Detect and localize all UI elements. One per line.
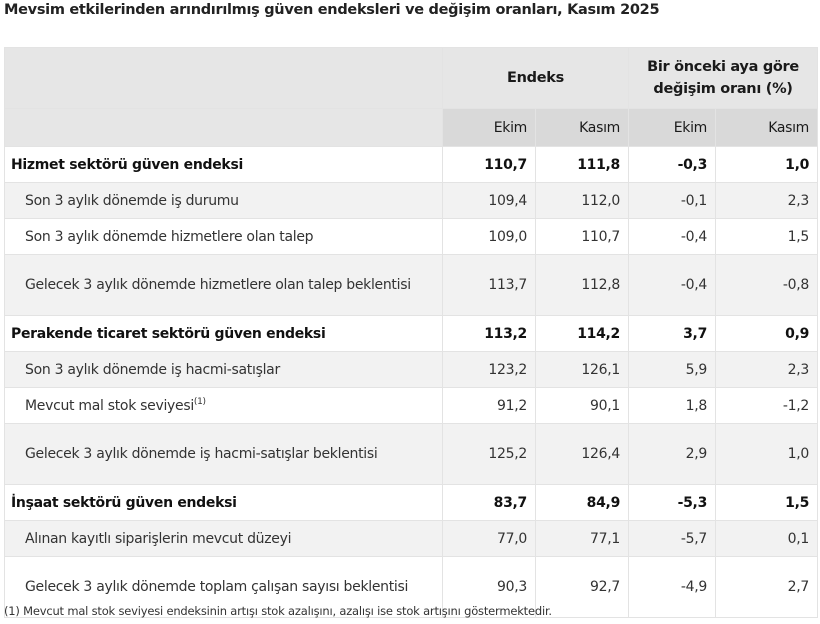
row-label: Son 3 aylık dönemde iş durumu — [4, 182, 443, 219]
cell-endeks-kasim: 112,0 — [534, 182, 630, 219]
table-row: Gelecek 3 aylık dönemde toplam çalışan s… — [4, 556, 819, 618]
footnote-marker: (1) — [193, 396, 206, 407]
cell-endeks-ekim: 110,7 — [442, 146, 536, 183]
row-label: Alınan kayıtlı siparişlerin mevcut düzey… — [4, 520, 443, 557]
cell-endeks-kasim: 110,7 — [534, 218, 630, 255]
cell-endeks-ekim: 83,7 — [442, 484, 536, 521]
cell-endeks-kasim: 114,2 — [534, 315, 630, 352]
cell-endeks-kasim: 77,1 — [534, 520, 630, 557]
subheader-change-ekim: Ekim — [628, 108, 717, 147]
row-label: Gelecek 3 aylık dönemde iş hacmi-satışla… — [4, 423, 443, 485]
subheader-change-kasim: Kasım — [715, 108, 819, 147]
cell-change-ekim: 3,7 — [628, 315, 717, 352]
table-row-section: Hizmet sektörü güven endeksi 110,7 111,8 -0… — [4, 146, 819, 183]
cell-change-ekim: 2,9 — [628, 423, 717, 485]
table-row: Mevcut mal stok seviyesi(1) 91,2 90,1 1,8 -1… — [4, 387, 819, 424]
cell-change-kasim: 1,0 — [715, 146, 819, 183]
cell-change-kasim: 1,0 — [715, 423, 819, 485]
row-label-text: Hizmet sektörü güven endeksi — [11, 156, 243, 173]
cell-change-ekim: 1,8 — [628, 387, 717, 424]
row-label-text: Son 3 aylık dönemde iş durumu — [25, 192, 239, 209]
cell-change-kasim: -0,8 — [715, 254, 819, 316]
cell-endeks-ekim: 77,0 — [442, 520, 536, 557]
cell-change-ekim: -5,3 — [628, 484, 717, 521]
row-label-text: Perakende ticaret sektörü güven endeksi — [11, 325, 326, 342]
cell-endeks-kasim: 92,7 — [534, 556, 630, 618]
header-endeks: Endeks — [441, 47, 630, 109]
cell-change-kasim: 1,5 — [715, 484, 819, 521]
cell-change-ekim: -5,7 — [628, 520, 717, 557]
cell-change-kasim: 2,3 — [715, 351, 819, 388]
row-label-text: Alınan kayıtlı siparişlerin mevcut düzey… — [25, 530, 292, 547]
header-change-line1: Bir önceki aya göre — [647, 59, 799, 75]
cell-endeks-kasim: 84,9 — [534, 484, 630, 521]
table-row: Gelecek 3 aylık dönemde iş hacmi-satışla… — [4, 423, 819, 485]
row-label: Son 3 aylık dönemde hizmetlere olan tale… — [4, 218, 443, 255]
cell-endeks-kasim: 112,8 — [534, 254, 630, 316]
cell-change-kasim: 0,1 — [715, 520, 819, 557]
header-change-rate: Bir önceki aya göre değişim oranı (%) — [628, 47, 819, 109]
row-label-text: Gelecek 3 aylık dönemde hizmetlere olan … — [25, 277, 411, 293]
table-row: Son 3 aylık dönemde iş hacmi-satışlar 123… — [4, 351, 819, 388]
row-label: Mevcut mal stok seviyesi(1) — [4, 387, 443, 424]
row-label-text: Gelecek 3 aylık dönemde toplam çalışan s… — [25, 579, 409, 595]
cell-change-kasim: 2,3 — [715, 182, 819, 219]
cell-change-kasim: 1,5 — [715, 218, 819, 255]
cell-change-ekim: -0,4 — [628, 218, 717, 255]
cell-endeks-kasim: 90,1 — [534, 387, 630, 424]
row-label-text: Gelecek 3 aylık dönemde iş hacmi-satışla… — [25, 446, 378, 462]
table-row: Son 3 aylık dönemde iş durumu 109,4 112,0-… — [4, 182, 819, 219]
row-label: Gelecek 3 aylık dönemde hizmetlere olan … — [4, 254, 443, 316]
subheader-blank — [4, 108, 443, 147]
row-label-text: İnşaat sektörü güven endeksi — [11, 494, 237, 511]
row-label-text: Son 3 aylık dönemde iş hacmi-satışlar — [25, 361, 280, 378]
cell-change-ekim: -0,4 — [628, 254, 717, 316]
row-label-text: Mevcut mal stok seviyesi — [25, 397, 194, 414]
cell-endeks-ekim: 113,7 — [442, 254, 536, 316]
header-change-line2: değişim oranı (%) — [653, 81, 793, 97]
confidence-index-table: Endeks Bir önceki aya göre değişim oranı… — [4, 47, 819, 618]
cell-endeks-kasim: 126,1 — [534, 351, 630, 388]
row-label: Perakende ticaret sektörü güven endeksi — [4, 315, 443, 352]
cell-endeks-ekim: 113,2 — [442, 315, 536, 352]
table-row-section: Perakende ticaret sektörü güven endeksi 1… — [4, 315, 819, 352]
subheader-endeks-ekim: Ekim — [442, 108, 536, 147]
cell-endeks-ekim: 123,2 — [442, 351, 536, 388]
table-row: Gelecek 3 aylık dönemde hizmetlere olan … — [4, 254, 819, 316]
cell-endeks-ekim: 109,4 — [442, 182, 536, 219]
cell-change-ekim: 5,9 — [628, 351, 717, 388]
row-label: Hizmet sektörü güven endeksi — [4, 146, 443, 183]
row-label: İnşaat sektörü güven endeksi — [4, 484, 443, 521]
cell-change-ekim: -4,9 — [628, 556, 717, 618]
subheader-row: Ekim Kasım Ekim Kasım — [4, 108, 819, 147]
table-title: Mevsim etkilerinden arındırılmış güven e… — [4, 2, 660, 18]
cell-change-ekim: -0,3 — [628, 146, 717, 183]
cell-change-kasim: -1,2 — [715, 387, 819, 424]
cell-endeks-kasim: 111,8 — [534, 146, 630, 183]
table-row: Son 3 aylık dönemde hizmetlere olan tale… — [4, 218, 819, 255]
row-label: Gelecek 3 aylık dönemde toplam çalışan s… — [4, 556, 443, 618]
cell-endeks-kasim: 126,4 — [534, 423, 630, 485]
header-row: Endeks Bir önceki aya göre değişim oranı… — [4, 47, 819, 109]
subheader-endeks-kasim: Kasım — [534, 108, 630, 147]
footnote: (1) Mevcut mal stok seviyesi endeksinin … — [4, 604, 552, 618]
table-row: Alınan kayıtlı siparişlerin mevcut düzey… — [4, 520, 819, 557]
cell-change-ekim: -0,1 — [628, 182, 717, 219]
row-label-text: Son 3 aylık dönemde hizmetlere olan tale… — [25, 228, 314, 245]
cell-change-kasim: 2,7 — [715, 556, 819, 618]
cell-change-kasim: 0,9 — [715, 315, 819, 352]
cell-endeks-ekim: 125,2 — [442, 423, 536, 485]
row-label: Son 3 aylık dönemde iş hacmi-satışlar — [4, 351, 443, 388]
header-blank — [4, 47, 443, 109]
cell-endeks-ekim: 91,2 — [442, 387, 536, 424]
cell-endeks-ekim: 109,0 — [442, 218, 536, 255]
table-row-section: İnşaat sektörü güven endeksi 83,7 84,9 -5,3… — [4, 484, 819, 521]
